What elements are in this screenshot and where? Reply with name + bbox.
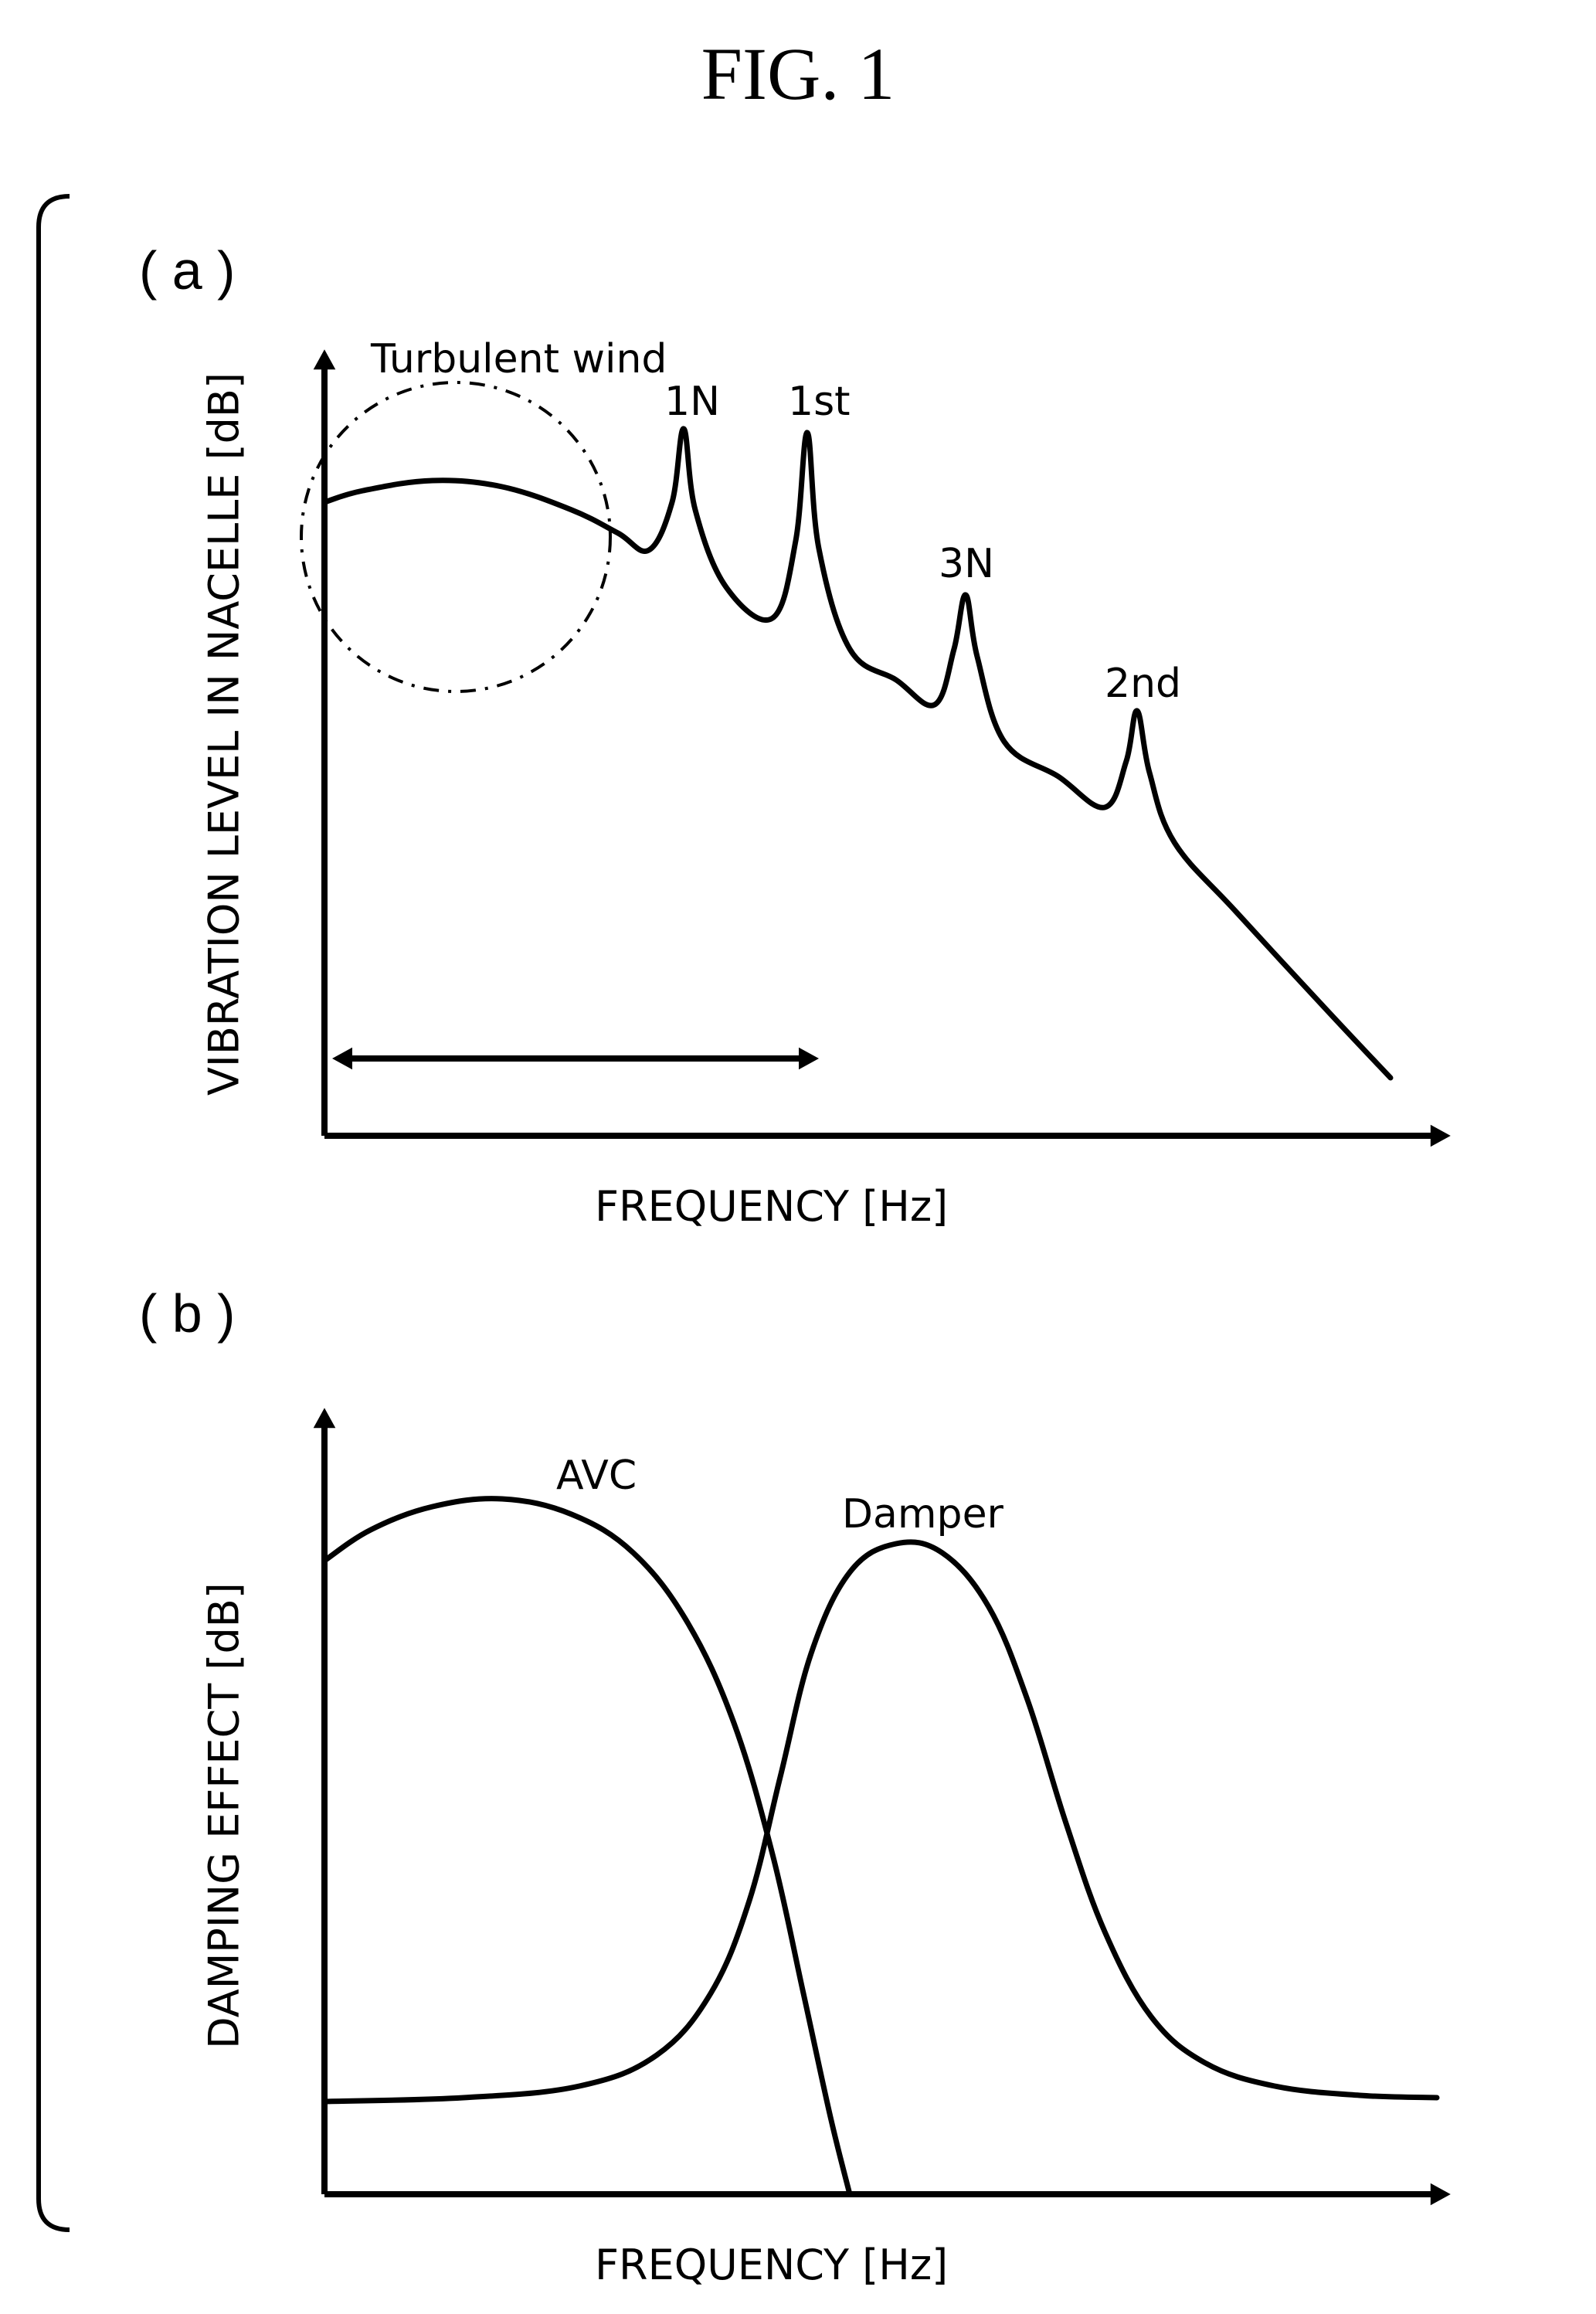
panel-b-ylabel: DAMPING EFFECT [dB] [200,1582,249,2049]
annot-avc: AVC [556,1453,637,1499]
panel-b-xlabel: FREQUENCY [Hz] [595,2241,948,2289]
annot-damper: Damper [842,1491,1003,1538]
